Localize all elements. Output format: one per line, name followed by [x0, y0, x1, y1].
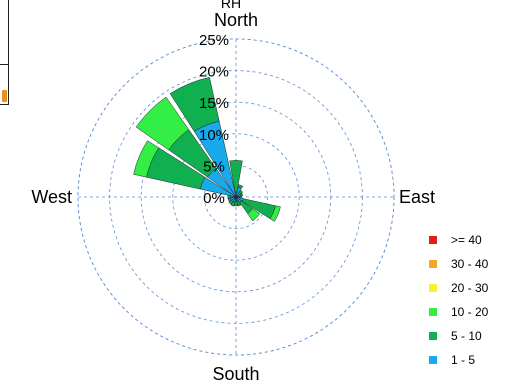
- legend-label: >= 40: [451, 233, 482, 247]
- grid-ring-outer: [77, 38, 395, 356]
- legend-label: 1 - 5: [451, 353, 475, 367]
- adjacent-chart-fragment: [0, 0, 9, 105]
- petal-segment-292.5-10-20: [133, 140, 160, 178]
- legend-label: 30 - 40: [451, 257, 489, 271]
- legend: >= 40 30 - 40 20 - 30 10 - 20 5 - 10 1 - 5: [429, 233, 489, 367]
- legend-swatch: [429, 332, 437, 340]
- grid-ring: [203, 164, 268, 229]
- radial-tick-labels: 0% 5% 10% 15% 20% 25%: [199, 32, 229, 207]
- petal-segment-45-5-10: [238, 189, 244, 195]
- legend-swatch: [429, 308, 437, 316]
- chart-title: RH: [221, 0, 241, 11]
- petal-segment-67.5-5-10: [239, 192, 244, 197]
- radial-tick-label: 15%: [199, 95, 229, 112]
- petal-segment-157.5-10-20: [237, 203, 242, 207]
- petal-segment-270-5-10: [227, 195, 231, 199]
- fragment-tick: [0, 64, 8, 65]
- direction-label-south: South: [212, 364, 259, 383]
- legend-swatch: [429, 284, 437, 292]
- petal-segment-0-5-10: [229, 160, 243, 193]
- petal-segment-337.5-5-10: [169, 77, 220, 132]
- legend-label: 10 - 20: [451, 305, 489, 319]
- petal-segment-202.5-5-10: [230, 200, 236, 207]
- petal-segment-247.5-5-10: [227, 197, 232, 202]
- petal-segment-225-5-10: [228, 199, 234, 205]
- radial-tick-label: 0%: [203, 190, 225, 207]
- legend-swatch: [429, 356, 437, 364]
- direction-label-west: West: [31, 187, 72, 207]
- radial-tick-label: 5%: [203, 158, 225, 175]
- direction-label-north: North: [214, 10, 258, 30]
- petals: [133, 77, 281, 222]
- petal-segment-315-10-20: [135, 96, 190, 151]
- petal-segment-135-10-20: [247, 208, 261, 222]
- radial-tick-label: 10%: [199, 127, 229, 144]
- petal-segment-22.5-5-10: [237, 184, 244, 189]
- legend-swatch: [429, 260, 437, 268]
- legend-swatch: [429, 236, 437, 244]
- radial-tick-label: 20%: [199, 64, 229, 81]
- direction-label-east: East: [399, 187, 435, 207]
- grid-ring: [172, 133, 300, 261]
- legend-label: 20 - 30: [451, 281, 489, 295]
- petal-segment-180-5-10: [234, 201, 238, 207]
- petal-segment-112.5-10-20: [269, 205, 281, 222]
- fragment-bar: [2, 90, 7, 102]
- radial-tick-label: 25%: [199, 32, 229, 49]
- legend-label: 5 - 10: [451, 329, 482, 343]
